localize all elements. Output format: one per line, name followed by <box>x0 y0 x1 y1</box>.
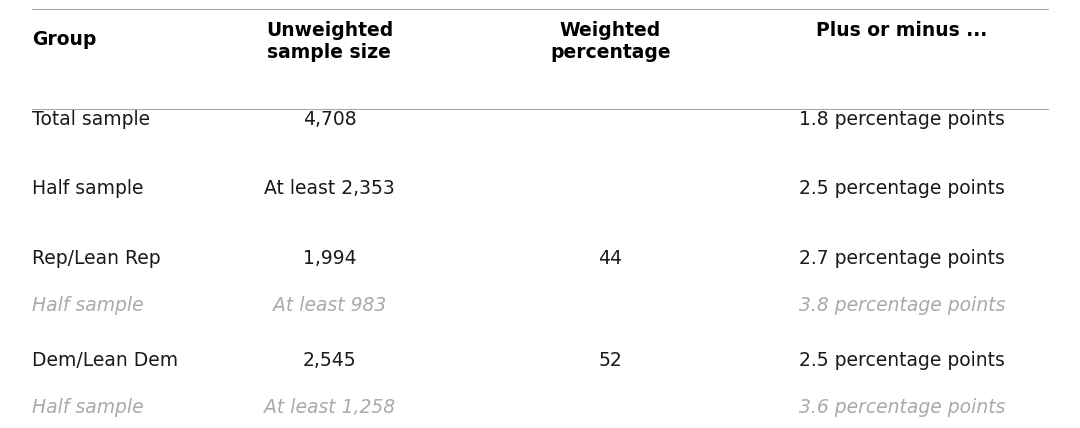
Text: Total sample: Total sample <box>32 110 150 129</box>
Text: Unweighted
sample size: Unweighted sample size <box>266 21 393 62</box>
Text: Rep/Lean Rep: Rep/Lean Rep <box>32 249 161 268</box>
Text: 1,994: 1,994 <box>302 249 356 268</box>
Text: 3.8 percentage points: 3.8 percentage points <box>798 296 1005 315</box>
Text: 2.5 percentage points: 2.5 percentage points <box>799 351 1004 370</box>
Text: 2,545: 2,545 <box>302 351 356 370</box>
Text: Weighted
percentage: Weighted percentage <box>550 21 671 62</box>
Text: Group: Group <box>32 30 97 49</box>
Text: Half sample: Half sample <box>32 398 144 417</box>
Text: 2.5 percentage points: 2.5 percentage points <box>799 179 1004 198</box>
Text: 2.7 percentage points: 2.7 percentage points <box>799 249 1004 268</box>
Text: At least 983: At least 983 <box>273 296 386 315</box>
Text: Half sample: Half sample <box>32 296 144 315</box>
Text: 3.6 percentage points: 3.6 percentage points <box>798 398 1005 417</box>
Text: 1.8 percentage points: 1.8 percentage points <box>799 110 1004 129</box>
Text: 4,708: 4,708 <box>302 110 356 129</box>
Text: Dem/Lean Dem: Dem/Lean Dem <box>32 351 178 370</box>
Text: At least 1,258: At least 1,258 <box>264 398 395 417</box>
Text: At least 2,353: At least 2,353 <box>264 179 395 198</box>
Text: Half sample: Half sample <box>32 179 144 198</box>
Text: 44: 44 <box>598 249 622 268</box>
Text: 52: 52 <box>598 351 622 370</box>
Text: Plus or minus ...: Plus or minus ... <box>816 21 987 40</box>
